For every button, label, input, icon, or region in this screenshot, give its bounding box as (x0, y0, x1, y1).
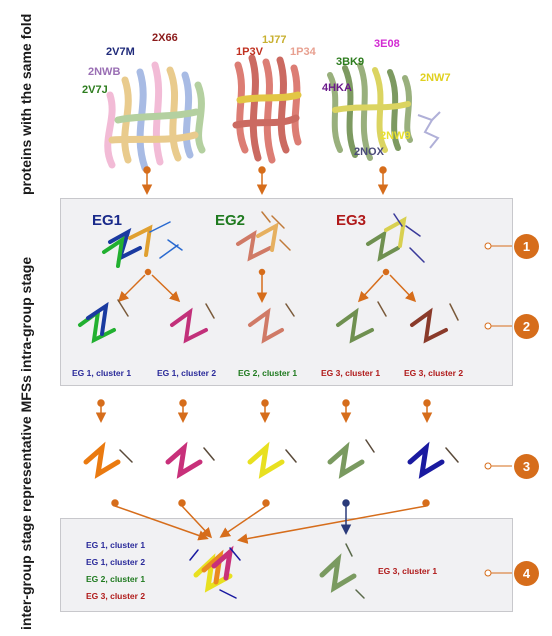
inter-list-item: EG 1, cluster 2 (86, 557, 146, 567)
arrows-to-representative (95, 399, 433, 423)
protein-structure-group2 (232, 54, 302, 164)
pdb-label: 2NW9 (380, 130, 411, 142)
inter-group-eg3-cluster1 (319, 543, 365, 599)
inter-list-item: EG 3, cluster 2 (86, 591, 146, 601)
cluster-structures (78, 299, 459, 344)
arrows-to-inter (111, 499, 430, 544)
pdb-label: 2NW7 (420, 72, 451, 84)
pdb-label: 1J77 (262, 34, 287, 46)
pdb-label: 3BK9 (336, 56, 365, 68)
cluster-label: EG 1, cluster 2 (157, 368, 217, 378)
pdb-label: 2V7M (106, 46, 135, 58)
group-label-eg1: EG1 (92, 212, 123, 229)
step-badge-2: 2 (514, 314, 539, 339)
cluster-label: EG 2, cluster 1 (238, 368, 298, 378)
pdb-label: 2NOX (354, 146, 384, 158)
arrows-to-intra (141, 166, 389, 195)
step-connectors (484, 242, 512, 577)
inter-list-item: EG 1, cluster 1 (86, 540, 146, 550)
representative-structures (83, 439, 459, 479)
inter-group-panel (60, 518, 513, 612)
intra-group-panel (60, 198, 513, 386)
eg3-superposition (366, 213, 425, 263)
pdb-label: 2V7J (82, 84, 108, 96)
arrow-to-eg3-cluster1 (340, 499, 352, 535)
group-label-eg2: EG2 (215, 212, 246, 229)
pdb-label: 1P34 (290, 46, 316, 58)
pdb-label: 2X66 (152, 32, 178, 44)
inter-list-item: EG 2, cluster 1 (86, 574, 146, 584)
pdb-label: 3E08 (374, 38, 400, 50)
eg1-superposition (102, 221, 183, 268)
protein-structure-group1 (104, 61, 206, 172)
cluster-label: EG 3, cluster 1 (321, 368, 381, 378)
step-badge-1: 1 (514, 234, 539, 259)
cluster-label: EG 1, cluster 1 (72, 368, 132, 378)
inter-group-superposition (189, 545, 241, 599)
pdb-label: 1P3V (236, 46, 263, 58)
protein-structure-group3 (327, 62, 441, 161)
step-badge-4: 4 (514, 561, 539, 586)
step-badge-3: 3 (514, 454, 539, 479)
group-label-eg3: EG3 (336, 212, 367, 229)
inter-right-label: EG 3, cluster 1 (378, 566, 438, 576)
pdb-label: 2NWB (88, 66, 121, 78)
pdb-label: 4HKA (322, 82, 352, 94)
split-arrows (117, 268, 417, 303)
eg2-superposition (236, 211, 291, 262)
cluster-label: EG 3, cluster 2 (404, 368, 464, 378)
